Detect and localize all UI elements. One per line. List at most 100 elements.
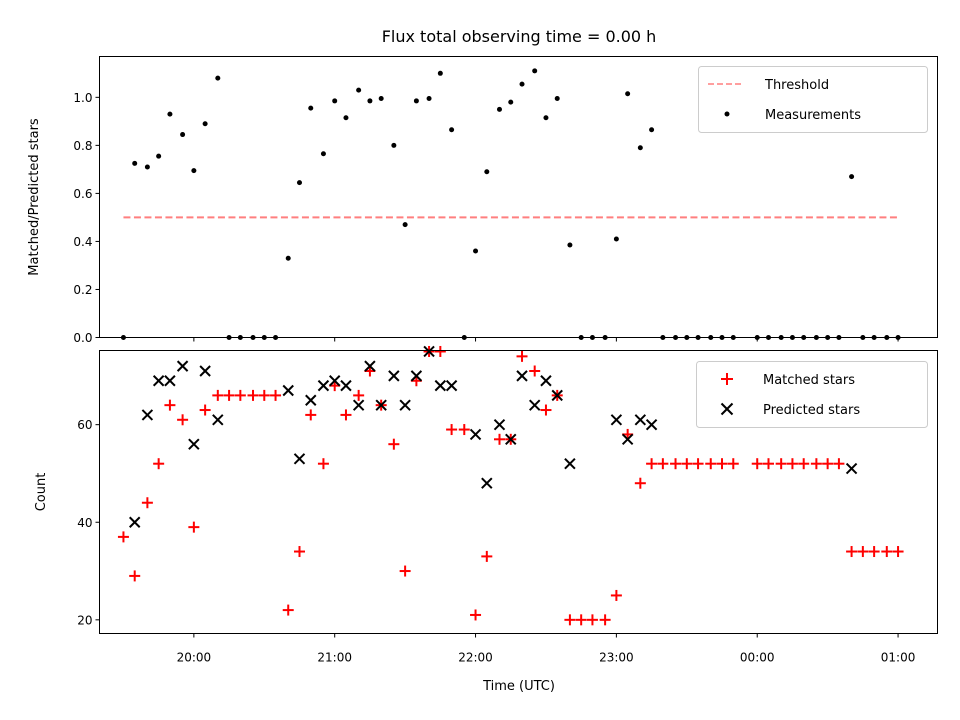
matched-star-point <box>892 546 904 558</box>
count-y-axis-label: Count <box>34 473 49 512</box>
predicted-star-point <box>305 394 317 406</box>
ratio-y-tick-label: 0.0 <box>73 331 92 345</box>
predicted-star-point <box>399 399 411 411</box>
matched-star-point <box>529 365 541 377</box>
measurement-point <box>484 169 490 175</box>
matched-star-point <box>786 458 798 470</box>
measurement-point <box>849 174 855 180</box>
matched-star-point <box>881 546 893 558</box>
ratio-y-axis-label: Matched/Predicted stars <box>27 118 42 276</box>
predicted-star-point <box>293 453 306 465</box>
measurement-point <box>637 145 643 151</box>
measurement-point <box>649 127 655 133</box>
measurement-point <box>437 70 443 76</box>
predicted-star-point <box>199 365 211 377</box>
predicted-star-point <box>621 433 634 446</box>
matched-star-point <box>646 458 658 470</box>
measurement-point <box>296 180 302 186</box>
x-axis-label: Time (UTC) <box>482 679 555 694</box>
matched-star-point <box>833 458 845 470</box>
matched-star-point <box>399 565 411 577</box>
measurement-point <box>613 236 619 242</box>
matched-star-point <box>798 458 810 470</box>
predicted-star-point <box>551 389 563 402</box>
measurement-point <box>332 98 338 104</box>
predicted-star-point <box>188 438 200 450</box>
threshold-legend-label: Threshold <box>764 78 829 93</box>
matched-star-point <box>388 438 400 450</box>
matched-star-point <box>692 458 704 470</box>
predicted-star-point <box>634 414 647 426</box>
ratio-panel: 0.0 0.2 0.4 0.6 0.8 1.0 Matched/Predicted sta… <box>27 56 938 345</box>
predicted-star-point <box>375 399 387 411</box>
matched-star-point <box>293 546 305 558</box>
measurement-point <box>625 91 631 97</box>
measurements-legend-swatch <box>724 111 730 117</box>
measurement-point <box>567 242 573 248</box>
ratio-y-tick-label: 1.0 <box>73 91 92 105</box>
matched-star-point <box>857 546 869 558</box>
measurements-legend-label: Measurements <box>765 108 861 123</box>
predicted-star-point <box>434 379 447 392</box>
predicted-star-point <box>388 370 400 382</box>
matched-star-point <box>681 458 693 470</box>
predicted-star-point <box>340 379 352 392</box>
x-tick-label: 00:00 <box>740 651 775 665</box>
predicted-star-point <box>516 370 528 382</box>
ratio-legend-box <box>698 66 928 133</box>
predicted-star-point <box>610 414 623 426</box>
matched-star-point <box>493 433 505 445</box>
matched-star-point <box>153 458 165 470</box>
measurement-point <box>378 96 384 102</box>
ratio-legend: Threshold Measurements <box>698 66 928 133</box>
measurement-point <box>508 99 514 105</box>
matched-star-point <box>282 604 294 616</box>
matched-star-point <box>705 458 717 470</box>
count-panel: 20 40 60 20:00 21:00 22:00 23:00 00:00 01:00 Co… <box>34 345 938 694</box>
matched-star-point <box>810 458 822 470</box>
count-y-tick-label: 40 <box>77 516 92 530</box>
predicted-star-point <box>152 375 165 387</box>
matched-star-point <box>762 458 774 470</box>
matched-star-point <box>247 389 259 401</box>
measurement-point <box>215 75 221 81</box>
x-tick-label: 21:00 <box>317 651 352 665</box>
measurement-point <box>343 115 349 121</box>
matched-star-point <box>586 614 598 626</box>
x-tick-label: 22:00 <box>458 651 493 665</box>
matched-star-point <box>177 414 189 426</box>
matched-star-point <box>117 531 129 543</box>
ratio-panel-frame <box>99 56 938 338</box>
measurement-point <box>320 151 326 157</box>
matched-star-point <box>434 345 446 357</box>
measurement-point <box>144 164 150 170</box>
measurement-point <box>132 160 138 166</box>
measurement-point <box>180 132 186 138</box>
matched-star-point <box>634 477 646 489</box>
matched-star-point <box>340 409 352 421</box>
ratio-y-tick-label: 0.4 <box>73 235 92 249</box>
predicted-star-point <box>352 399 365 411</box>
predicted-star-point <box>129 516 141 528</box>
matched-star-point <box>188 521 200 533</box>
matched-star-point <box>751 458 763 470</box>
matched-star-point <box>670 458 682 470</box>
predicted-star-point <box>645 418 658 431</box>
measurement-point <box>496 106 502 112</box>
predicted-star-point <box>328 375 341 387</box>
matched-star-point <box>212 389 224 401</box>
predicted-star-point <box>212 414 224 426</box>
count-panel-frame <box>99 350 938 634</box>
measurement-point <box>367 98 373 104</box>
measurement-point <box>532 68 538 74</box>
count-y-tick-label: 60 <box>77 418 92 432</box>
predicted-star-point <box>564 457 576 470</box>
measurement-point <box>426 96 432 102</box>
matched-star-point <box>353 389 365 401</box>
matched-star-point <box>223 389 235 401</box>
measurement-point <box>391 142 397 148</box>
measurement-point <box>473 248 479 254</box>
count-legend: Matched stars Predicted stars <box>696 361 928 428</box>
predicted-star-point <box>540 375 552 387</box>
chart-title: Flux total observing time = 0.00 h <box>382 27 657 46</box>
